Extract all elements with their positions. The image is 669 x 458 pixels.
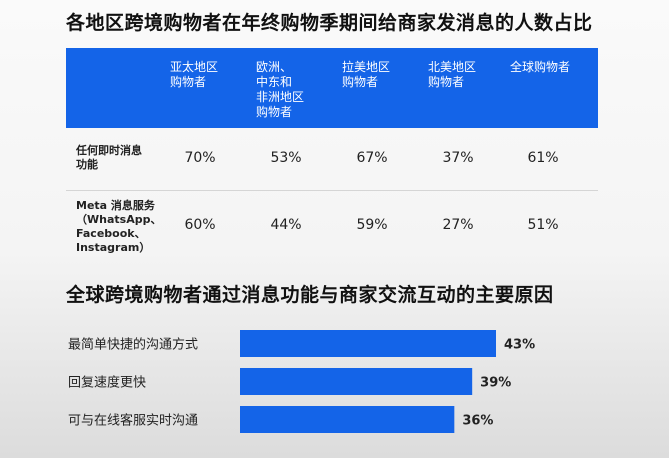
- bar: [240, 368, 473, 395]
- col-header-emea: 欧洲、 中东和 非洲地区 购物者: [256, 60, 305, 119]
- table-cell: 53%: [270, 150, 302, 166]
- bar-category-label: 可与在线客服实时沟通: [68, 413, 198, 429]
- col-header-na: 北美地区 购物者: [428, 60, 477, 89]
- table-cell: 61%: [527, 150, 559, 166]
- table-row: 任何即时消息 功能 70% 53% 67% 37% 61%: [66, 128, 598, 190]
- col-header-apac: 亚太地区 购物者: [170, 60, 219, 89]
- table-header: 亚太地区 购物者 欧洲、 中东和 非洲地区 购物者 拉美地区 购物者 北美地区 购物者 全球…: [66, 48, 598, 128]
- table-cell: 60%: [184, 217, 216, 233]
- table-cell: 27%: [442, 217, 474, 233]
- table-row: Meta 消息服务 （WhatsApp、 Facebook、 Instagram） 6…: [66, 190, 598, 263]
- table-cell: 44%: [270, 217, 302, 233]
- row-label: 任何即时消息 功能: [76, 144, 142, 171]
- bar-value-label: 39%: [480, 376, 511, 391]
- bar: [240, 330, 496, 357]
- table-cell: 37%: [442, 150, 474, 166]
- bar-chart-title: 全球跨境购物者通过消息功能与商家交流互动的主要原因: [66, 284, 554, 306]
- col-header-latam: 拉美地区 购物者: [342, 60, 391, 89]
- table-cell: 67%: [356, 150, 388, 166]
- col-header-global: 全球购物者: [510, 60, 571, 74]
- bar-value-label: 43%: [504, 338, 535, 353]
- bar-category-label: 回复速度更快: [68, 375, 146, 391]
- bar-value-label: 36%: [462, 414, 493, 429]
- table-cell: 70%: [184, 150, 216, 166]
- row-label: Meta 消息服务 （WhatsApp、 Facebook、 Instagram）: [76, 199, 162, 254]
- data-table: 亚太地区 购物者 欧洲、 中东和 非洲地区 购物者 拉美地区 购物者 北美地区 购物者 全球…: [66, 48, 598, 263]
- table-cell: 59%: [356, 217, 388, 233]
- bar-category-label: 最简单快捷的沟通方式: [68, 337, 198, 353]
- table-cell: 51%: [527, 217, 559, 233]
- table-title: 各地区跨境购物者在年终购物季期间给商家发消息的人数占比: [66, 12, 593, 34]
- bar: [240, 406, 455, 433]
